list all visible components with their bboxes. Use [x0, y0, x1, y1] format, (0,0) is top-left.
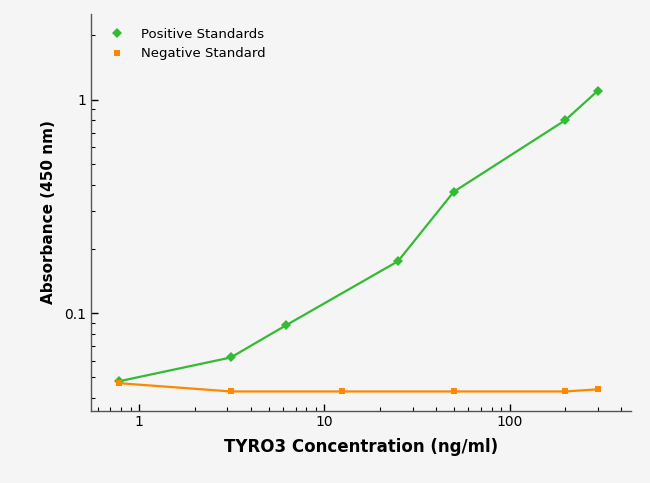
Line: Positive Standards: Positive Standards: [116, 87, 601, 385]
Positive Standards: [115, 378, 123, 384]
Negative Standard: [115, 380, 123, 386]
Negative Standard: [339, 388, 346, 394]
Positive Standards: [227, 355, 235, 360]
Positive Standards: [450, 189, 458, 195]
Positive Standards: [283, 322, 291, 328]
Y-axis label: Absorbance (450 nm): Absorbance (450 nm): [41, 121, 56, 304]
Negative Standard: [450, 388, 458, 394]
Positive Standards: [594, 88, 602, 94]
Line: Negative Standard: Negative Standard: [116, 380, 601, 395]
Negative Standard: [562, 388, 569, 394]
Positive Standards: [562, 117, 569, 123]
X-axis label: TYRO3 Concentration (ng/ml): TYRO3 Concentration (ng/ml): [224, 438, 498, 456]
Legend: Positive Standards, Negative Standard: Positive Standards, Negative Standard: [98, 21, 272, 67]
Negative Standard: [594, 386, 602, 392]
Positive Standards: [394, 258, 402, 264]
Negative Standard: [227, 388, 235, 394]
